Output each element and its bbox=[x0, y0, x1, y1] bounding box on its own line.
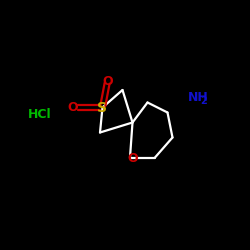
Text: NH: NH bbox=[188, 91, 208, 104]
Text: O: O bbox=[102, 75, 113, 88]
Text: 2: 2 bbox=[200, 96, 207, 106]
Text: S: S bbox=[98, 100, 108, 114]
Text: O: O bbox=[128, 152, 138, 164]
Text: O: O bbox=[67, 101, 78, 114]
Text: HCl: HCl bbox=[28, 108, 52, 122]
